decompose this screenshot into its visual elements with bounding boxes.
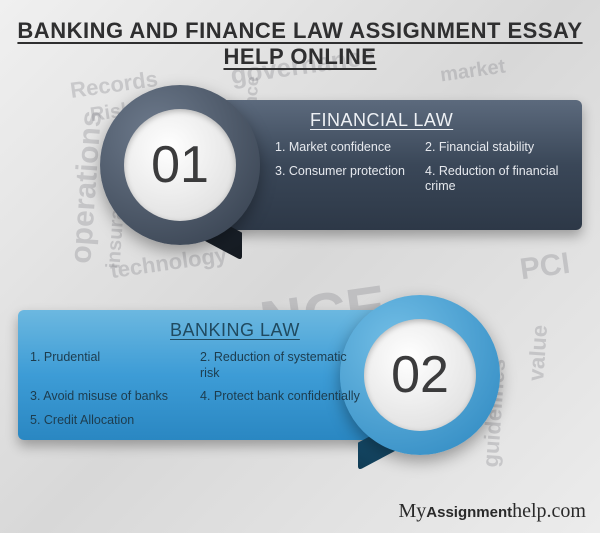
- list-item: 1. Market confidence: [275, 140, 425, 156]
- brand-footer: MyAssignmenthelp.com: [398, 500, 586, 523]
- list-item: 1. Prudential: [30, 350, 200, 381]
- brand-suffix: help.com: [512, 500, 586, 522]
- bg-word: value: [523, 324, 553, 382]
- page-title: BANKING AND FINANCE LAW ASSIGNMENT ESSAY…: [0, 0, 600, 70]
- number-circle-1: 01: [100, 85, 260, 245]
- brand-prefix: My: [398, 500, 426, 522]
- bg-word: PCI: [518, 247, 572, 288]
- section-title-financial: FINANCIAL LAW: [310, 110, 453, 131]
- list-item: 3. Avoid misuse of banks: [30, 389, 200, 405]
- background-wordcloud: governanceRecordsRisk &operationsinsuran…: [0, 0, 600, 533]
- list-item: 2. Reduction of systematic risk: [200, 350, 370, 381]
- brand-main: Assignment: [426, 504, 512, 521]
- list-item: 3. Consumer protection: [275, 164, 425, 195]
- list-item: 2. Financial stability: [425, 140, 575, 156]
- section-items-banking: 1. Prudential 2. Reduction of systematic…: [30, 350, 370, 437]
- number-circle-inner: 01: [124, 109, 236, 221]
- section-items-financial: 1. Market confidence 2. Financial stabil…: [275, 140, 575, 203]
- number-circle-inner: 02: [364, 319, 476, 431]
- list-item: 5. Credit Allocation: [30, 413, 200, 429]
- list-item: 4. Reduction of financial crime: [425, 164, 575, 195]
- section-title-banking: BANKING LAW: [170, 320, 300, 341]
- list-item: 4. Protect bank confidentially: [200, 389, 370, 405]
